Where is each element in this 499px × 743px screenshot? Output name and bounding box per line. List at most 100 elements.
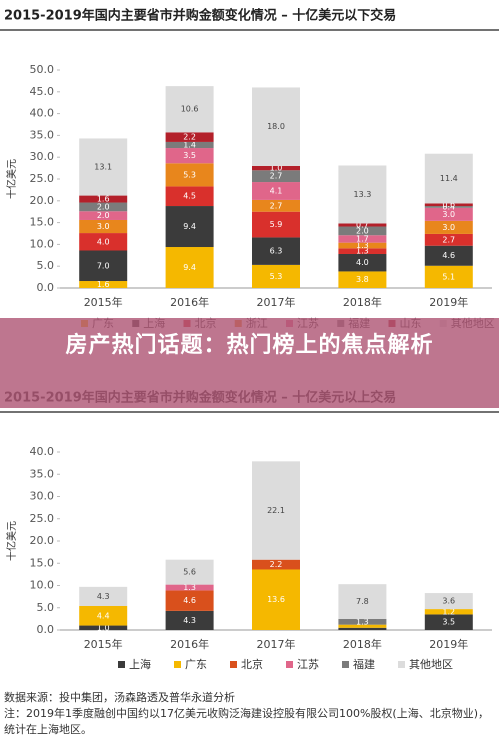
legend-label: 上海 (129, 657, 151, 671)
bar-segment (79, 219, 128, 234)
value-label: 4.0 (356, 258, 369, 267)
bar-segment (165, 186, 214, 207)
chart-title: 2015-2019年国内主要省市并购金额变化情况 – 十亿美元以下交易 (4, 8, 396, 24)
x-tick-label: 2017年 (257, 637, 296, 651)
bar-segment (338, 627, 387, 630)
value-label: 4.6 (183, 596, 196, 605)
bar-segment (338, 271, 387, 288)
overlay-title: 房产热门话题：热门榜上的焦点解析 (0, 318, 499, 408)
value-label: 3.5 (442, 618, 455, 627)
bar-segment (165, 148, 214, 164)
bar-segment (252, 211, 300, 238)
bar-segment (338, 624, 387, 628)
bar-segment (165, 206, 214, 248)
value-label: 10.6 (181, 105, 199, 114)
legend-label: 福建 (353, 657, 375, 671)
y-tick-label: 25.0 (30, 512, 55, 525)
y-tick-label: 40.0 (30, 445, 55, 458)
bar-segment (338, 165, 387, 224)
legend-label: 其他地区 (409, 658, 453, 671)
y-tick-label: 15.0 (30, 556, 55, 569)
value-label: 1.6 (97, 280, 110, 289)
bar-segment (424, 153, 473, 204)
x-tick-label: 2018年 (343, 295, 382, 309)
y-tick-label: 20.0 (30, 194, 55, 207)
bar-segment (424, 609, 473, 615)
bar-segment (338, 242, 387, 249)
value-label: 4.4 (97, 611, 110, 620)
value-label: 4.3 (97, 592, 110, 601)
bar-segment (79, 138, 128, 196)
legend-swatch (230, 661, 237, 668)
legend-label: 江苏 (297, 658, 319, 671)
value-label: 2.0 (97, 211, 110, 220)
bar-segment (79, 233, 128, 251)
y-tick-label: 0.0 (37, 623, 55, 636)
bar-segment (79, 250, 128, 282)
value-label: 9.4 (183, 263, 196, 272)
value-label: 1.3 (356, 617, 369, 626)
value-label: 5.1 (442, 272, 455, 281)
x-tick-label: 2018年 (343, 637, 382, 651)
legend-swatch (118, 661, 125, 668)
value-label: 6.3 (270, 247, 283, 256)
legend-swatch (174, 661, 181, 668)
value-label: 11.4 (440, 174, 458, 183)
bar-segment (424, 206, 473, 208)
y-tick-label: 50.0 (30, 63, 55, 76)
bar-segment (79, 625, 128, 630)
bar-segment (165, 86, 214, 133)
bar-segment (424, 220, 473, 234)
bar-segment (424, 265, 473, 288)
bar-segment (338, 248, 387, 254)
value-label: 0.7 (356, 220, 369, 229)
x-tick-label: 2017年 (257, 295, 296, 309)
value-label: 2.7 (270, 172, 283, 181)
value-label: 1.0 (97, 623, 110, 632)
bar-segment (338, 618, 387, 625)
y-axis-label: 十亿美元 (5, 521, 18, 561)
bar-segment (252, 237, 300, 265)
value-label: 1.2 (442, 607, 455, 616)
bar-segment (252, 559, 300, 570)
y-tick-label: 35.0 (30, 467, 55, 480)
value-label: 2.7 (442, 235, 455, 244)
value-label: 1.3 (356, 247, 369, 256)
bar-segment (252, 170, 300, 183)
y-tick-label: 10.0 (30, 237, 55, 250)
bar-segment (338, 223, 387, 227)
bar-segment (424, 207, 473, 221)
y-tick-label: 10.0 (30, 579, 55, 592)
value-label: 4.0 (97, 237, 110, 246)
value-label: 1.0 (270, 164, 283, 173)
value-label: 3.0 (442, 223, 455, 232)
bar-segment (165, 141, 214, 149)
value-label: 5.6 (183, 568, 196, 577)
bar-segment (424, 593, 473, 610)
bar-segment (252, 461, 300, 560)
value-label: 3.0 (442, 210, 455, 219)
bar-segment (424, 245, 473, 266)
value-label: 13.6 (267, 595, 285, 604)
value-label: 13.3 (353, 190, 371, 199)
bar-segment (79, 195, 128, 203)
legend-swatch (342, 661, 349, 668)
bar-segment (79, 605, 128, 626)
y-tick-label: 35.0 (30, 128, 55, 141)
value-label: 18.0 (267, 122, 285, 131)
value-label: 1.7 (356, 234, 369, 243)
y-tick-label: 20.0 (30, 534, 55, 547)
value-label: 1.6 (97, 195, 110, 204)
bar-segment (165, 559, 214, 585)
bar-segment (79, 586, 128, 606)
y-tick-label: 25.0 (30, 172, 55, 185)
bar-segment (165, 247, 214, 288)
value-label: 22.1 (267, 506, 285, 515)
y-tick-label: 40.0 (30, 107, 55, 120)
x-tick-label: 2016年 (170, 637, 209, 651)
value-label: 2.0 (356, 226, 369, 235)
value-label: 1.3 (356, 241, 369, 250)
value-label: 2.0 (97, 202, 110, 211)
bar-segment (165, 163, 214, 187)
